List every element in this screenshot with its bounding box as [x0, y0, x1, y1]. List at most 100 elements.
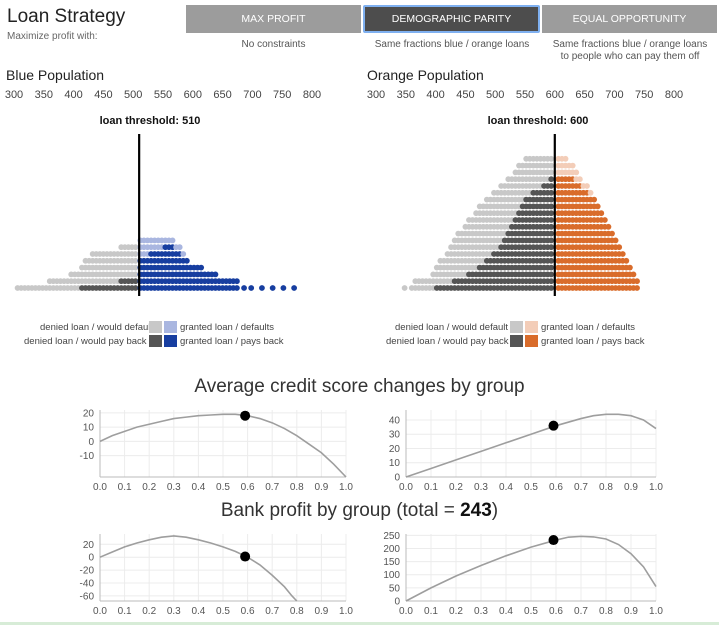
- granted-payback-dot: [183, 257, 190, 264]
- denied-payback-dot: [548, 203, 555, 210]
- denied-default-dot: [548, 155, 555, 162]
- x-tick-label: 0.3: [167, 606, 181, 617]
- granted-payback-dot: [241, 285, 247, 291]
- score-tick-label: 300: [4, 89, 24, 101]
- granted-payback-dot: [619, 251, 626, 257]
- blue-legend-denied-payback: denied loan / would pay back: [24, 336, 147, 347]
- x-tick-label: 0.5: [524, 482, 538, 493]
- x-tick-label: 0.8: [599, 482, 613, 493]
- series-line: [405, 413, 657, 478]
- x-tick-label: 0.0: [399, 482, 413, 493]
- granted-payback-dot: [259, 285, 265, 291]
- granted-payback-dot: [626, 264, 633, 271]
- blue-swatch-granted-payback: [164, 335, 177, 347]
- denied-payback-dot: [548, 230, 555, 237]
- denied-default-dot: [132, 271, 139, 278]
- score-tick-label: 550: [515, 89, 535, 101]
- x-tick-label: 0.1: [118, 606, 132, 617]
- granted-default-dot: [562, 155, 569, 162]
- denied-payback-dot: [548, 251, 555, 257]
- blue-swatch-denied-payback: [149, 335, 162, 347]
- granted-payback-dot: [248, 285, 255, 291]
- denied-payback-dot: [548, 176, 555, 183]
- blue-swatch-denied-default: [149, 321, 162, 333]
- score-tick-label: 350: [34, 89, 53, 101]
- x-tick-label: 0.5: [216, 482, 230, 493]
- x-tick-label: 0.4: [191, 482, 205, 493]
- x-tick-label: 0.8: [290, 482, 304, 493]
- granted-payback-dot: [598, 210, 605, 217]
- granted-payback-dot: [234, 285, 240, 291]
- blue-legend-denied-default: denied loan / would default: [40, 322, 154, 333]
- blue-legend-granted-payback: granted loan / pays back: [180, 336, 284, 347]
- granted-payback-dot: [291, 285, 298, 291]
- score-tick-label: 700: [243, 89, 262, 101]
- orange-credit-change-chart[interactable]: 0.0 0.1 0.2 0.3 0.4 0.5 0.6 0.7 0.8 0.9 1.0 40 30 20 1…: [370, 402, 670, 498]
- equal-opportunity-description-line2: to people who can pay them off: [560, 51, 700, 62]
- denied-payback-dot: [548, 237, 555, 244]
- granted-default-dot: [584, 183, 590, 189]
- credit-score-section-title: Average credit score changes by group: [194, 376, 525, 397]
- orange-swatch-granted-payback: [525, 335, 538, 347]
- x-tick-label: 0.1: [118, 482, 132, 493]
- x-tick-label: 0.7: [574, 482, 588, 493]
- blue-threshold-label: loan threshold: 510: [99, 115, 201, 127]
- y-tick-label: -20: [80, 566, 95, 577]
- denied-payback-dot: [548, 244, 555, 251]
- granted-default-dot: [576, 176, 583, 183]
- max-profit-button[interactable]: MAX PROFIT: [186, 5, 361, 33]
- orange-population-dot-chart[interactable]: [360, 128, 719, 300]
- x-tick-label: 0.7: [574, 606, 588, 617]
- equal-opportunity-button[interactable]: EQUAL OPPORTUNITY: [542, 5, 717, 33]
- y-tick-label: 250: [383, 531, 400, 542]
- blue-population-dot-chart[interactable]: [0, 128, 360, 300]
- demographic-parity-description: Same fractions blue / orange loans: [374, 39, 530, 50]
- score-tick-label: 300: [366, 89, 386, 101]
- score-tick-label: 750: [635, 89, 654, 101]
- granted-default-dot: [587, 189, 594, 196]
- x-tick-label: 0.4: [499, 606, 513, 617]
- score-tick-label: 650: [213, 89, 232, 101]
- x-tick-label: 0.1: [424, 482, 438, 493]
- score-tick-label: 600: [545, 89, 564, 101]
- x-tick-label: 0.2: [142, 606, 156, 617]
- y-tick-label: 30: [389, 430, 401, 441]
- current-threshold-marker[interactable]: [548, 420, 559, 431]
- bank-profit-section-title: Bank profit by group (total = 243): [0, 500, 719, 522]
- denied-payback-dot: [548, 223, 555, 230]
- y-tick-label: 0: [88, 437, 94, 448]
- orange-bank-profit-chart[interactable]: 0.0 0.1 0.2 0.3 0.4 0.5 0.6 0.7 0.8 0.9 1.0 250 200 1…: [370, 526, 670, 622]
- max-profit-description: No constraints: [241, 39, 306, 50]
- y-tick-label: 0: [88, 553, 94, 564]
- score-tick-label: 350: [396, 89, 415, 101]
- blue-swatch-granted-default: [164, 321, 177, 333]
- current-threshold-marker[interactable]: [548, 535, 559, 546]
- orange-swatch-denied-default: [510, 321, 523, 333]
- x-tick-label: 0.4: [499, 482, 513, 493]
- demographic-parity-button[interactable]: DEMOGRAPHIC PARITY: [363, 5, 540, 33]
- granted-payback-dot: [605, 223, 612, 230]
- x-tick-label: 0.3: [474, 482, 488, 493]
- denied-payback-dot: [132, 278, 139, 285]
- x-tick-label: 0.5: [524, 606, 538, 617]
- denied-default-dot: [548, 169, 555, 176]
- denied-default-dot: [132, 244, 139, 251]
- y-tick-label: 0: [394, 597, 400, 608]
- score-tick-label: 550: [153, 89, 173, 101]
- granted-payback-dot: [591, 196, 598, 203]
- bank-profit-title-suffix: ): [491, 500, 499, 521]
- granted-default-dot: [180, 251, 187, 257]
- current-threshold-marker[interactable]: [240, 551, 251, 562]
- score-tick-label: 500: [124, 89, 143, 101]
- y-tick-label: 50: [389, 583, 401, 594]
- x-tick-label: 0.8: [290, 606, 304, 617]
- blue-bank-profit-chart[interactable]: 0.0 0.1 0.2 0.3 0.4 0.5 0.6 0.7 0.8 0.9 1.0200-20-…: [70, 526, 360, 622]
- denied-payback-dot: [548, 183, 555, 189]
- current-threshold-marker[interactable]: [240, 410, 251, 421]
- x-tick-label: 0.6: [549, 606, 563, 617]
- blue-credit-change-chart[interactable]: 0.0 0.1 0.2 0.3 0.4 0.5 0.6 0.7 0.8 0.9 1.0 20 10 0 -1…: [70, 402, 360, 498]
- orange-threshold-label: loan threshold: 600: [487, 115, 589, 127]
- y-tick-label: 20: [83, 408, 95, 419]
- series-line: [99, 535, 298, 602]
- granted-payback-dot: [212, 271, 219, 278]
